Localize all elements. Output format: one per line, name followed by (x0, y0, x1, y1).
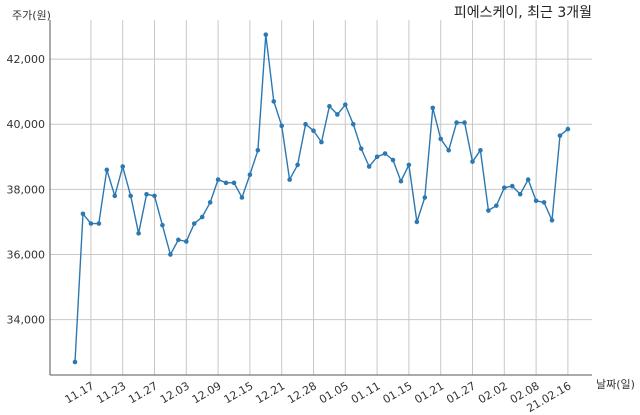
data-point (128, 193, 133, 199)
data-point (422, 195, 428, 200)
x-tick-label: 12.15 (222, 379, 256, 406)
data-point (207, 200, 213, 205)
data-point (144, 191, 149, 197)
data-point (311, 128, 316, 134)
data-point (88, 221, 94, 226)
data-point (191, 221, 197, 226)
data-point (374, 154, 380, 160)
data-point (184, 239, 189, 244)
x-tick-label: 12.09 (190, 379, 224, 406)
data-point (366, 164, 372, 169)
data-point (382, 151, 388, 156)
data-point (255, 147, 261, 153)
data-point (80, 211, 86, 217)
data-point (104, 167, 110, 173)
data-point (565, 126, 571, 132)
data-point (557, 133, 563, 138)
data-point (494, 203, 499, 208)
x-tick-label: 01.27 (444, 379, 478, 406)
data-point (72, 359, 78, 365)
data-point (168, 252, 173, 257)
data-point (502, 185, 507, 191)
data-point (327, 104, 332, 109)
x-tick-label: 12.21 (253, 379, 287, 406)
data-point (335, 112, 340, 117)
data-point (549, 217, 555, 223)
y-tick-label: 38,000 (7, 183, 46, 196)
data-point (358, 146, 364, 151)
data-point (438, 136, 444, 142)
data-point (215, 177, 221, 182)
data-point (120, 164, 125, 169)
data-point (470, 159, 475, 164)
x-tick-label: 11.27 (126, 379, 160, 406)
x-tick-label: 01.21 (412, 379, 446, 406)
data-point (247, 172, 253, 178)
series-layer (72, 32, 571, 365)
y-axis-label: 주가(원) (12, 9, 51, 22)
data-point (287, 177, 292, 182)
data-point (478, 147, 483, 153)
data-point (239, 195, 245, 200)
x-tick-label: 11.23 (94, 379, 128, 406)
chart-title: 피에스케이, 최근 3개월 (454, 5, 592, 21)
x-tick-label: 01.15 (381, 379, 415, 406)
x-axis-label: 날짜(일) (596, 377, 635, 391)
x-tick-label: 12.03 (158, 379, 192, 406)
data-point (430, 105, 436, 111)
data-point (152, 193, 157, 199)
x-tick-label: 02.02 (476, 379, 510, 406)
data-point (303, 121, 308, 127)
data-point (446, 147, 451, 153)
y-tick-label: 42,000 (7, 53, 46, 66)
data-point (319, 139, 324, 145)
data-point (271, 99, 277, 104)
y-tick-label: 36,000 (7, 248, 46, 261)
data-point (525, 177, 531, 182)
data-point (263, 32, 269, 37)
x-tick-label: 01.11 (349, 379, 383, 406)
data-point (454, 120, 459, 125)
data-point (295, 162, 300, 168)
x-tick-label: 01.05 (317, 379, 351, 406)
grid (50, 20, 592, 375)
y-tick-label: 34,000 (7, 314, 46, 327)
data-point (279, 123, 285, 129)
data-point (199, 214, 205, 220)
data-point (390, 157, 396, 163)
data-point (96, 221, 102, 226)
data-point (509, 183, 515, 189)
x-tick-label: 12.28 (285, 379, 319, 406)
data-point (112, 193, 118, 199)
y-tick-labels: 34,000 36,000 38,000 40,000 42,000 (7, 53, 46, 327)
data-point (176, 237, 181, 243)
data-point (533, 198, 539, 204)
x-tick-label: 11.17 (63, 379, 97, 406)
y-tick-label: 40,000 (7, 118, 46, 131)
data-point (486, 208, 491, 213)
data-point (223, 180, 229, 186)
data-point (343, 102, 348, 107)
data-point (231, 180, 237, 186)
data-point (136, 231, 141, 236)
series-line (74, 34, 569, 363)
data-point (160, 222, 165, 228)
data-point (406, 162, 412, 168)
data-point (398, 178, 404, 184)
data-point (350, 121, 356, 127)
data-point (541, 200, 547, 205)
data-point (462, 120, 467, 125)
data-point (414, 219, 420, 225)
x-tick-labels: 11.1711.2311.2712.0312.0912.1512.2112.28… (63, 379, 574, 415)
data-point (517, 191, 523, 197)
